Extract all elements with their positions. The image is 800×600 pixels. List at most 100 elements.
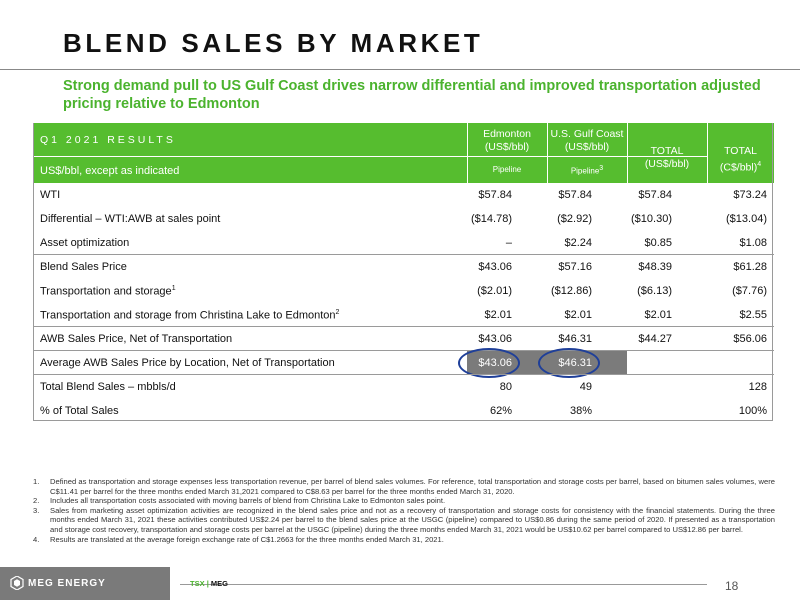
column-divider bbox=[547, 123, 548, 183]
table-cell: $57.84 bbox=[478, 189, 512, 201]
table-cell: $44.27 bbox=[638, 333, 672, 345]
row-divider bbox=[33, 326, 774, 327]
table-cell: ($14.78) bbox=[471, 213, 512, 225]
table-units-label: US$/bbl, except as indicated bbox=[40, 165, 180, 177]
footnote-number: 1. bbox=[33, 477, 40, 486]
table-cell: $0.85 bbox=[644, 237, 672, 249]
table-row: Blend Sales Price $43.06 $57.16 $48.39 $61.2… bbox=[33, 255, 774, 279]
footnote-number: 4. bbox=[33, 534, 40, 544]
column-header-edmonton: Edmonton (US$/bbl) bbox=[483, 128, 531, 153]
table-cell: ($2.92) bbox=[557, 213, 592, 225]
table-cell: $43.06 bbox=[478, 333, 512, 345]
row-label-wrap: Transportation and storage1 bbox=[40, 285, 176, 298]
footnote: 3. Sales from marketing asset optimizatio… bbox=[33, 506, 775, 535]
title-divider bbox=[0, 69, 800, 70]
table-cell: $57.16 bbox=[558, 261, 592, 273]
table-row: Differential – WTI:AWB at sales point ($1… bbox=[33, 207, 774, 231]
row-label: Total Blend Sales – mbbls/d bbox=[40, 381, 176, 393]
row-label: Transportation and storage from Christin… bbox=[40, 309, 336, 322]
table-cell: ($7.76) bbox=[732, 285, 767, 297]
column-header-total-usd: TOTAL (US$/bbl) bbox=[644, 145, 690, 170]
table-row: Total Blend Sales – mbbls/d 80 49 128 bbox=[33, 375, 774, 399]
table-cell: 62% bbox=[489, 405, 512, 417]
row-divider bbox=[33, 254, 774, 255]
footnote-text: Results are translated at the average fo… bbox=[50, 534, 444, 544]
footnotes: 1. Defined as transportation and storage … bbox=[33, 477, 775, 544]
table-cell: $2.24 bbox=[564, 237, 592, 249]
row-label: AWB Sales Price, Net of Transportation bbox=[40, 333, 233, 345]
footnote: 2. Includes all transportation costs asso… bbox=[33, 496, 775, 506]
table-cell: 49 bbox=[579, 381, 592, 393]
table-row: Asset optimization – $2.24 $0.85 $1.08 bbox=[33, 231, 774, 255]
footnote-text: Includes all transportation costs associ… bbox=[50, 496, 446, 506]
header-divider bbox=[33, 156, 708, 157]
table-cell: $2.01 bbox=[564, 309, 592, 321]
table-cell: – bbox=[505, 237, 512, 249]
footnote-text: Defined as transportation and storage ex… bbox=[50, 477, 775, 496]
column-subheader-edmonton: Pipeline bbox=[492, 165, 522, 174]
table-cell: $2.01 bbox=[484, 309, 512, 321]
table-row: AWB Sales Price, Net of Transportation $4… bbox=[33, 327, 774, 351]
table-header: Q1 2021 RESULTS US$/bbl, except as indic… bbox=[33, 123, 774, 183]
table-body: WTI $57.84 $57.84 $57.84 $73.24 Differential … bbox=[33, 183, 774, 423]
table-cell: ($2.01) bbox=[477, 285, 512, 297]
row-label: Differential – WTI:AWB at sales point bbox=[40, 213, 221, 225]
table-cell: $57.84 bbox=[558, 189, 592, 201]
table-cell: $1.08 bbox=[739, 237, 767, 249]
table-cell: 38% bbox=[569, 405, 592, 417]
table-row: % of Total Sales 62% 38% 100% bbox=[33, 399, 774, 423]
column-subheader-usgc: Pipeline3 bbox=[570, 165, 604, 176]
logo-mark-icon bbox=[10, 576, 24, 590]
footnote-text: Sales from marketing asset optimization … bbox=[50, 505, 775, 534]
table-row: Transportation and storage from Christin… bbox=[33, 303, 774, 327]
table-cell: ($10.30) bbox=[631, 213, 672, 225]
table-cell: $43.06 bbox=[478, 261, 512, 273]
row-label-wrap: Transportation and storage from Christin… bbox=[40, 309, 339, 322]
table-row: Average AWB Sales Price by Location, Net… bbox=[33, 348, 774, 378]
table-cell: ($6.13) bbox=[637, 285, 672, 297]
ticker-label: TSX | MEG bbox=[190, 579, 228, 588]
table-cell: 128 bbox=[748, 381, 767, 393]
highlight-circle bbox=[458, 348, 520, 378]
footnote: 4. Results are translated at the average … bbox=[33, 535, 775, 545]
table-row: Transportation and storage1 ($2.01) ($12.8… bbox=[33, 279, 774, 303]
table-cell: ($12.86) bbox=[551, 285, 592, 297]
footnote-ref: 2 bbox=[335, 309, 340, 316]
column-header-usgc: U.S. Gulf Coast (US$/bbl) bbox=[550, 128, 624, 153]
column-divider bbox=[467, 123, 468, 183]
row-label: WTI bbox=[40, 189, 61, 201]
column-divider bbox=[707, 123, 708, 183]
table-cell: $2.01 bbox=[644, 309, 672, 321]
table-header-label: Q1 2021 RESULTS bbox=[40, 134, 176, 146]
footnote-ref: 1 bbox=[171, 285, 176, 292]
row-label: Blend Sales Price bbox=[40, 261, 127, 273]
table-cell: ($13.04) bbox=[726, 213, 767, 225]
row-label: Asset optimization bbox=[40, 237, 130, 249]
table-row: WTI $57.84 $57.84 $57.84 $73.24 bbox=[33, 183, 774, 207]
table-cell: 80 bbox=[499, 381, 512, 393]
table-cell: $73.24 bbox=[733, 189, 767, 201]
column-header-total-cad: TOTAL (C$/bbl)4 bbox=[719, 145, 762, 174]
footnote-number: 2. bbox=[33, 496, 40, 506]
table-cell: $61.28 bbox=[733, 261, 767, 273]
footnote: 1. Defined as transportation and storage … bbox=[33, 477, 775, 496]
table-cell: $46.31 bbox=[558, 333, 592, 345]
row-label: % of Total Sales bbox=[40, 405, 119, 417]
column-divider bbox=[627, 123, 628, 183]
page-number: 18 bbox=[725, 579, 739, 593]
row-divider bbox=[33, 350, 774, 351]
row-label: Transportation and storage bbox=[40, 285, 172, 298]
row-label: Average AWB Sales Price by Location, Net… bbox=[40, 357, 335, 369]
row-divider bbox=[33, 374, 774, 375]
company-logo: MEG ENERGY bbox=[0, 567, 170, 600]
table-cell: $56.06 bbox=[733, 333, 767, 345]
page-title: BLEND SALES BY MARKET bbox=[63, 28, 484, 58]
page-subtitle: Strong demand pull to US Gulf Coast driv… bbox=[63, 78, 761, 112]
results-table: Q1 2021 RESULTS US$/bbl, except as indic… bbox=[33, 123, 774, 423]
table-cell: $57.84 bbox=[638, 189, 672, 201]
table-cell: $48.39 bbox=[638, 261, 672, 273]
logo-text: MEG ENERGY bbox=[28, 578, 106, 589]
footer-divider bbox=[180, 584, 707, 585]
table-cell: 100% bbox=[738, 405, 767, 417]
footnote-number: 3. bbox=[33, 505, 40, 515]
